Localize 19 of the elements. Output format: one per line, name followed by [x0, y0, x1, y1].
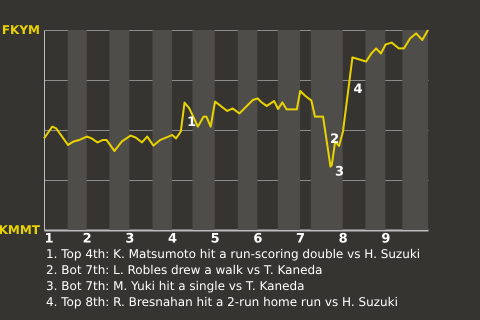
- x-tick-label: 7: [296, 232, 306, 246]
- x-tick-label: 3: [125, 232, 134, 246]
- x-tick-label: 8: [338, 232, 348, 246]
- x-tick-label: 5: [210, 232, 220, 246]
- annotation: 3: [334, 164, 344, 180]
- text: 3. Bot 7th: M. Yuki hit a single vs T. Kaneda: [46, 279, 304, 293]
- x-tick-label: 6: [253, 232, 262, 246]
- text: KMMT: [0, 223, 41, 237]
- x-tick-label: 2: [82, 232, 92, 246]
- text: FKYM: [2, 23, 40, 37]
- x-tick-label: 1: [44, 232, 54, 246]
- x-tick-label: 4: [168, 232, 178, 246]
- text: 2. Bot 7th: L. Robles drew a walk vs T. Kaneda: [46, 263, 322, 277]
- annotation: 4: [354, 82, 363, 97]
- text: 1. Top 4th: K. Matsumoto hit a run-scoring double vs H. Suzuki: [46, 247, 420, 261]
- annotation: 2: [330, 132, 340, 147]
- text: 4. Top 8th: R. Bresnahan hit a 2-run home run vs H. Suzuki: [46, 295, 398, 309]
- annotation: 1: [187, 115, 196, 130]
- x-tick-label: 9: [381, 232, 390, 246]
